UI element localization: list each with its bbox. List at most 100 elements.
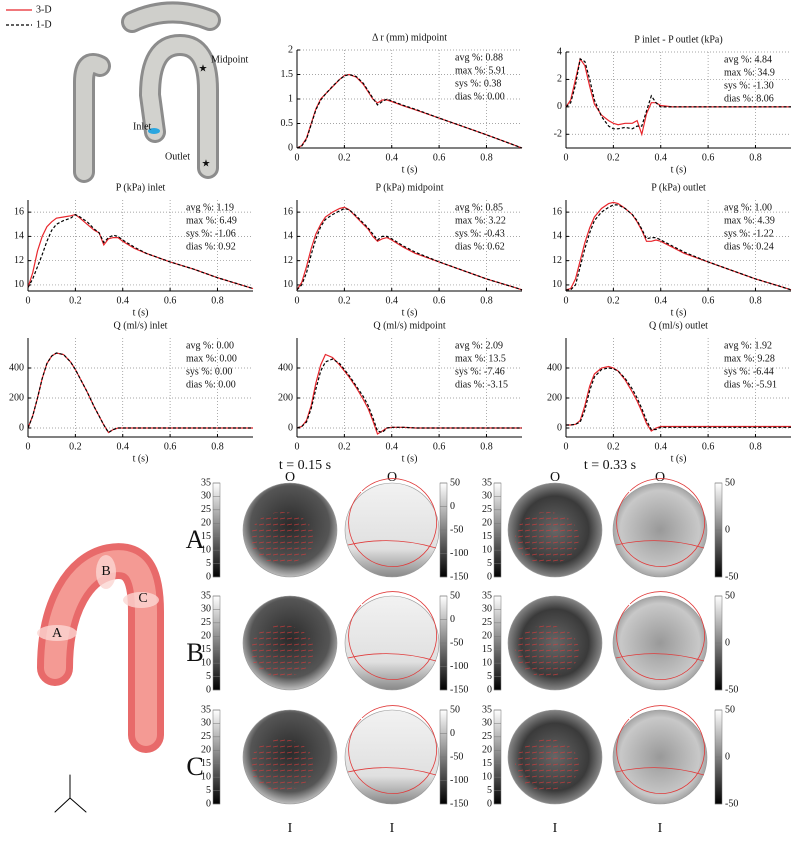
y-tick-label: 10 [14,279,24,290]
x-tick-label: 0.8 [480,295,493,306]
geometry-label: Midpoint [211,54,248,65]
x-tick-label: 0.4 [385,441,398,452]
x-tick-label: 0.2 [69,295,82,306]
section-contour [612,482,708,578]
pressure-isoline [347,478,437,567]
annotation: avg %: 1.19 [186,202,234,213]
velocity-vectors [250,739,314,791]
x-tick-label: 0 [564,152,569,163]
annotation: sys %: 0.38 [455,78,501,89]
colorbar-label: 35 [201,477,211,488]
series-line [27,352,253,434]
y-tick-label: 2 [557,74,562,85]
colorbar-label: 5 [487,785,492,796]
annotation: dias %: 0.00 [186,379,236,390]
x-axis-label: t (s) [402,164,418,175]
x-tick-label: 0.6 [164,441,177,452]
x-tick-label: 0 [564,441,569,452]
colorbar-label: 0 [450,614,455,625]
colorbar-label: 5 [206,671,211,682]
colorbar-label: 25 [201,731,211,742]
colorbar-label: 0 [487,798,492,809]
annotation: max %: 34.9 [724,67,775,78]
y-tick-label: 200 [9,392,24,403]
colorbar-label: 35 [201,590,211,601]
colorbar [493,482,502,578]
geometry: ★ ★ [73,1,221,183]
x-tick-label: 0.8 [749,152,762,163]
x-axis-label: t (s) [671,453,687,464]
annotation: sys %: -1.22 [724,228,774,239]
colorbar-label: 50 [725,590,735,601]
colorbar-label: -50 [450,524,463,535]
colorbar-label: 30 [482,491,492,502]
colorbar-label: -50 [725,684,738,695]
section-label: A [52,626,63,641]
series-line [27,352,253,434]
series-line [566,365,791,432]
colorbar-label: 50 [725,477,735,488]
colorbar-label: 20 [482,631,492,642]
annotation: sys %: -7.46 [455,366,505,377]
orientation-label: O [550,470,560,485]
orientation-label: O [285,470,295,485]
x-tick-label: 0.6 [433,152,446,163]
series-line [296,206,523,291]
x-tick-label: 0.6 [433,295,446,306]
x-tick-label: 0.4 [116,441,129,452]
y-tick-label: 0 [288,142,293,153]
row-label: B [186,638,203,667]
y-tick-label: 14 [552,231,562,242]
legend-label: 3-D [36,4,52,15]
annotation: avg %: 1.00 [724,202,772,213]
x-tick-label: 0.6 [702,441,715,452]
orientation-label: O [387,470,397,485]
colorbar-label: 15 [482,531,492,542]
chart-title: Δ r (mm) midpoint [372,32,447,43]
series-line [296,358,522,434]
velocity-vectors [515,512,579,564]
x-tick-label: 0.2 [607,152,620,163]
x-tick-label: 0 [295,152,300,163]
colorbar-label: 15 [201,531,211,542]
x-axis-label: t (s) [402,453,418,464]
colorbar-label: -50 [450,751,463,762]
orientation-label: I [658,821,663,836]
pressure-isoline [615,478,705,567]
colorbar-label: 5 [487,671,492,682]
annotation: avg %: 2.09 [455,340,503,351]
colorbar [493,595,502,691]
y-tick-label: -2 [554,129,562,140]
y-tick-label: 16 [552,206,562,217]
colorbar-label: 30 [482,604,492,615]
colorbar-label: 0 [725,637,730,648]
colorbar-label: 0 [450,501,455,512]
colorbar [493,709,502,805]
annotation: max %: 13.5 [455,353,506,364]
x-tick-label: 0.4 [654,152,667,163]
y-tick-label: 12 [14,255,24,266]
colorbar-label: 10 [201,657,211,668]
colorbar-label: 10 [482,771,492,782]
x-tick-label: 0.2 [69,441,82,452]
geometry-label: Inlet [133,121,152,132]
section-contour [344,595,440,691]
colorbar [212,709,221,805]
annotation: avg %: 0.00 [186,340,234,351]
colorbar-label: 35 [482,590,492,601]
colorbar-label: 30 [482,718,492,729]
section-contour [612,709,708,805]
colorbar-label: 15 [201,644,211,655]
colorbar-label: 0 [450,728,455,739]
chart-title: P (kPa) midpoint [376,182,444,193]
y-tick-label: 0 [288,422,293,433]
annotation: max %: 0.00 [186,353,237,364]
annotation: dias %: 0.92 [186,241,236,252]
colorbar-label: 0 [206,684,211,695]
x-tick-label: 0 [26,441,31,452]
x-tick-label: 0.2 [607,295,620,306]
colorbar-label: 0 [487,684,492,695]
x-axis-label: t (s) [133,453,149,464]
colorbar-label: 15 [201,758,211,769]
svg-text:★: ★ [202,158,211,169]
